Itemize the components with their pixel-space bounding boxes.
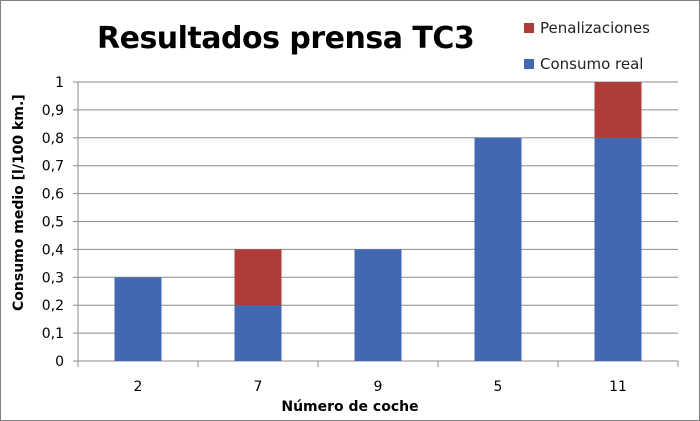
x-tick-label: 9 — [374, 379, 383, 395]
bar-segment — [354, 249, 402, 361]
bar-segment — [594, 137, 642, 361]
y-tick-label: 0,5 — [42, 215, 64, 231]
legend: Penalizaciones Consumo real — [524, 19, 650, 91]
y-tick-label: 0,9 — [42, 103, 64, 119]
legend-swatch-red — [524, 22, 534, 33]
bar-segment — [234, 305, 282, 361]
y-tick-label: 0,1 — [42, 326, 64, 342]
bar-segment — [114, 277, 162, 361]
legend-item-consumo-real: Consumo real — [524, 54, 650, 73]
chart-title: Resultados prensa TC3 — [97, 21, 475, 56]
x-tick-label: 5 — [494, 379, 503, 395]
legend-label: Consumo real — [540, 54, 644, 73]
legend-item-penalizaciones: Penalizaciones — [524, 18, 650, 37]
bar-segment — [234, 249, 282, 306]
y-tick-label: 0,6 — [42, 187, 64, 203]
x-tick-label: 11 — [609, 379, 627, 395]
y-tick-label: 0,2 — [42, 298, 64, 314]
bar-segment — [474, 137, 522, 361]
legend-label: Penalizaciones — [540, 18, 650, 37]
x-tick-label: 7 — [254, 379, 263, 395]
bar-segment — [594, 82, 642, 138]
y-tick-label: 0,4 — [42, 242, 64, 258]
y-tick-label: 1 — [55, 75, 64, 91]
y-tick-label: 0,8 — [42, 131, 64, 147]
legend-swatch-blue — [524, 58, 534, 69]
y-tick-label: 0,7 — [42, 159, 64, 175]
x-axis-label: Número de coche — [281, 399, 419, 415]
x-tick-label: 2 — [134, 379, 143, 395]
y-tick-label: 0,3 — [42, 270, 64, 286]
y-tick-label: 0 — [55, 354, 64, 370]
